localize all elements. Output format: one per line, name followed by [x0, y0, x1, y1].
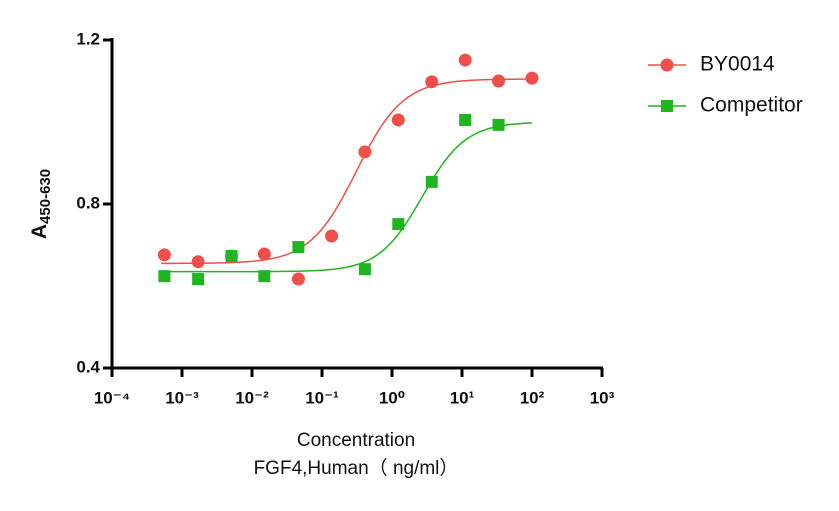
x-axis-label: FGF4,Human（ ng/ml）: [254, 457, 459, 479]
x-tick-label: 10⁻²: [235, 388, 269, 407]
data-point: [492, 118, 505, 131]
x-tick-label: 10³: [590, 388, 615, 407]
data-point: [358, 145, 372, 159]
data-point: [292, 241, 305, 254]
legend-marker: [661, 100, 673, 112]
legend-label: BY0014: [700, 53, 775, 76]
data-point: [525, 71, 539, 85]
data-point: [225, 250, 238, 263]
y-label-subscript: 450-630: [37, 169, 54, 224]
data-point: [459, 113, 472, 126]
y-tick-label: 0.8: [76, 193, 100, 212]
fit-curve: [161, 122, 533, 273]
data-point: [325, 229, 339, 243]
data-point: [257, 247, 271, 261]
data-point: [425, 75, 439, 89]
x-tick-label: 10¹: [450, 388, 475, 407]
x-axis-label: Concentration: [297, 430, 415, 451]
data-point: [358, 263, 371, 276]
x-tick-label: 10⁻⁴: [94, 388, 130, 407]
y-tick-label: 1.2: [76, 29, 100, 48]
data-point: [392, 218, 405, 231]
x-tick-label: 10⁻¹: [305, 388, 339, 407]
data-point: [425, 175, 438, 188]
fit-curve: [161, 78, 532, 265]
x-tick-label: 10²: [520, 388, 545, 407]
y-axis-label: A450-630: [28, 169, 54, 239]
data-point: [291, 272, 305, 286]
x-tick-label: 10⁰: [379, 388, 405, 407]
data-point: [158, 270, 171, 283]
data-point: [492, 74, 506, 88]
data-point: [391, 113, 405, 127]
data-point: [191, 255, 205, 269]
data-point: [192, 273, 205, 286]
y-tick-label: 0.4: [76, 357, 100, 376]
data-point: [458, 53, 472, 67]
data-point: [157, 248, 171, 262]
legend-label: Competitor: [700, 94, 803, 117]
y-label-main: A: [28, 224, 51, 239]
data-point: [258, 270, 271, 283]
x-tick-label: 10⁻³: [165, 388, 199, 407]
legend-marker: [660, 58, 674, 72]
